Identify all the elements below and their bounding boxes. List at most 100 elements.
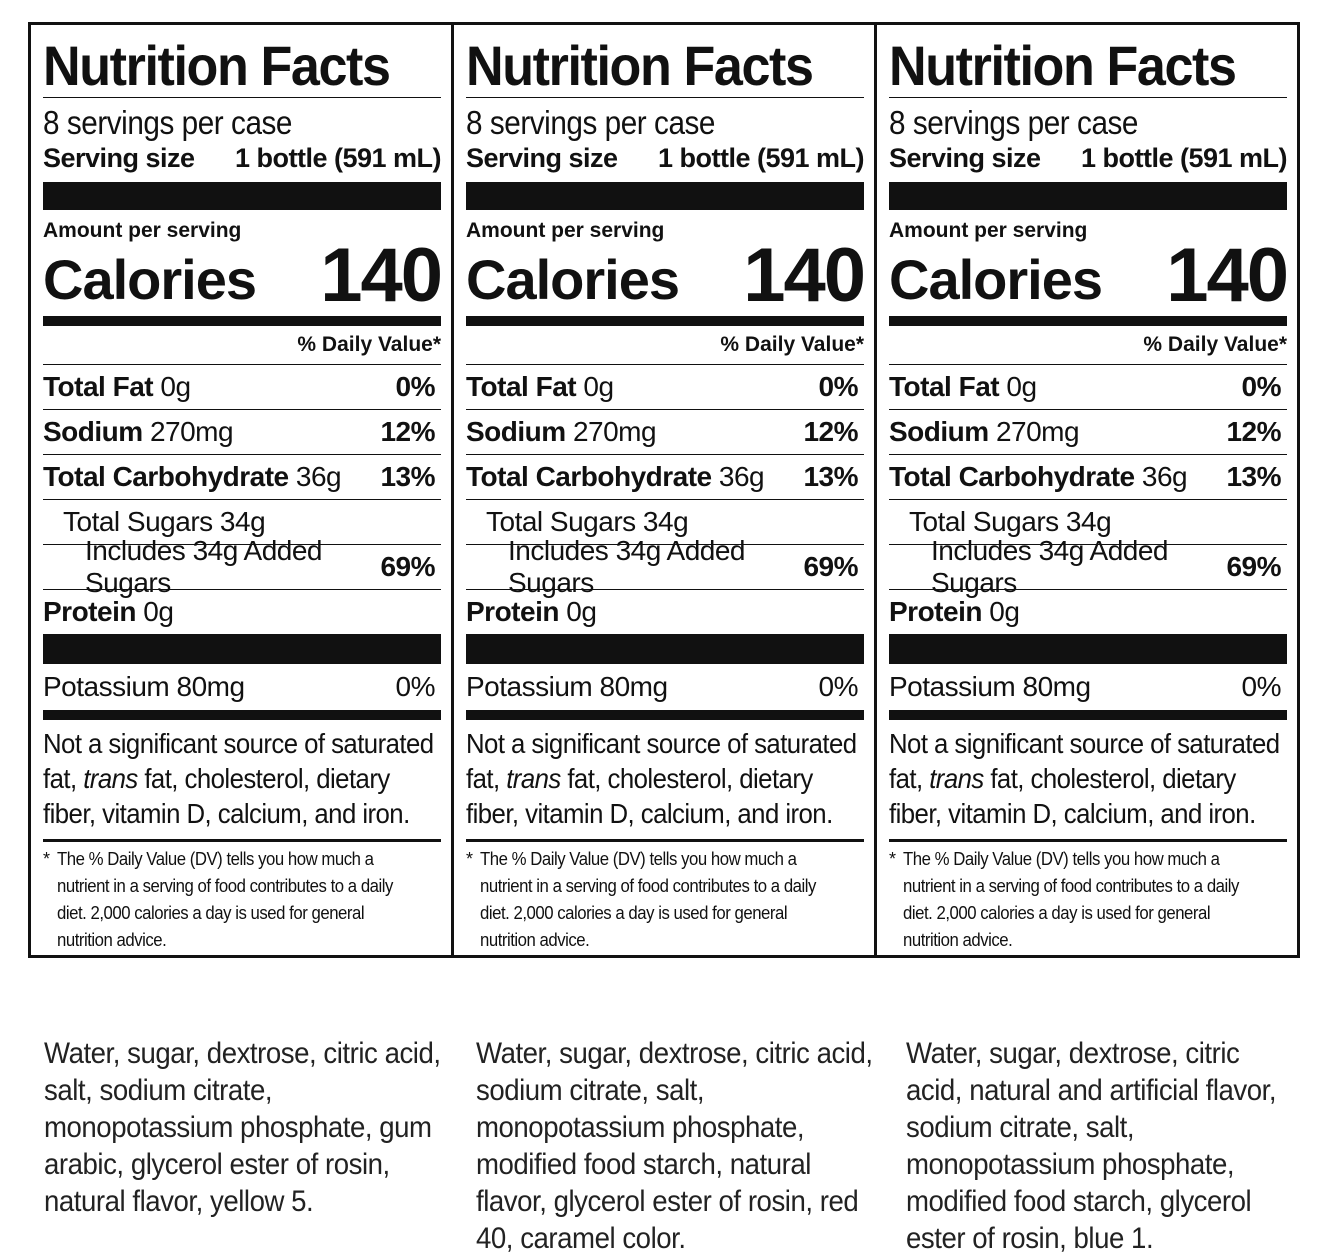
nutrient-label: Total Fat <box>889 371 1000 402</box>
footnote: * The % Daily Value (DV) tells you how m… <box>43 839 441 954</box>
nutrient-dv: 12% <box>1226 416 1281 447</box>
amount-per-serving: Amount per serving <box>43 219 242 242</box>
footnote: * The % Daily Value (DV) tells you how m… <box>466 839 864 954</box>
serving-size-label: Serving size <box>889 143 1041 173</box>
nutrient-amount: 36g <box>1141 461 1188 492</box>
nutrient-amount: 270mg <box>995 416 1080 447</box>
calories-value: 140 <box>743 233 866 318</box>
calories-value: 140 <box>320 233 443 318</box>
nutrition-label-1: Nutrition Facts 8 servings per case Serv… <box>31 25 454 955</box>
medium-divider <box>43 316 441 326</box>
footnote-text: The % Daily Value (DV) tells you how muc… <box>480 849 816 950</box>
calories-row: Calories 140 <box>889 233 1289 318</box>
serving-size-label: Serving size <box>466 143 618 173</box>
nutrient-label: Includes 34g Added Sugars <box>931 535 1168 598</box>
total-fat-row: Total Fat 0g 0% <box>889 364 1287 409</box>
potassium-row: Potassium 80mg 0% <box>43 664 441 710</box>
footnote-text: The % Daily Value (DV) tells you how muc… <box>903 849 1239 950</box>
nutrient-dv: 0% <box>818 671 859 702</box>
serving-size-row: Serving size 1 bottle (591 mL) <box>466 142 865 174</box>
medium-divider <box>466 316 864 326</box>
nutrient-amount: 0g <box>989 596 1020 627</box>
calories-label: Calories <box>43 248 257 311</box>
nutrient-label: Total Carbohydrate <box>466 461 712 492</box>
nutrient-amount: 36g <box>295 461 342 492</box>
medium-divider <box>889 710 1287 720</box>
nutrient-label: Potassium 80mg <box>889 671 1091 702</box>
nutrient-label: Includes 34g Added Sugars <box>508 535 745 598</box>
nutrient-label: Total Sugars 34g <box>486 506 689 537</box>
nutrient-dv: 12% <box>380 416 435 447</box>
ingredients-list-2: Water, sugar, dextrose, citric acid, sod… <box>476 1037 873 1255</box>
sodium-row: Sodium 270mg 12% <box>466 409 864 454</box>
label-title: Nutrition Facts <box>43 34 391 97</box>
calories-value: 140 <box>1166 233 1289 318</box>
added-sugars-row: Includes 34g Added Sugars 69% <box>43 535 441 598</box>
nutrient-label: Potassium 80mg <box>466 671 668 702</box>
nutrient-label: Total Sugars 34g <box>63 506 266 537</box>
servings-per-container: 8 servings per case <box>466 104 715 141</box>
total-sugars-row: Total Sugars 34g <box>889 499 1287 544</box>
calories-label: Calories <box>889 248 1103 311</box>
sodium-row: Sodium 270mg 12% <box>43 409 441 454</box>
serving-size-value: 1 bottle (591 mL) <box>657 143 865 173</box>
total-sugars-row: Total Sugars 34g <box>43 499 441 544</box>
nutrient-label: Total Fat <box>43 371 154 402</box>
protein-row: Protein 0g <box>889 589 1287 634</box>
medium-divider <box>466 710 864 720</box>
total-carb-row: Total Carbohydrate 36g 13% <box>889 454 1287 499</box>
nutrient-dv: 0% <box>1241 671 1282 702</box>
nutrition-panels: Nutrition Facts 8 servings per case Serv… <box>28 22 1300 958</box>
nutrient-label: Potassium 80mg <box>43 671 245 702</box>
ingredients-list-3: Water, sugar, dextrose, citric acid, nat… <box>906 1037 1277 1255</box>
thick-divider <box>43 182 441 210</box>
potassium-row: Potassium 80mg 0% <box>466 664 864 710</box>
serving-size-row: Serving size 1 bottle (591 mL) <box>43 142 442 174</box>
thick-divider <box>889 634 1287 664</box>
nutrient-label: Total Fat <box>466 371 577 402</box>
thick-divider <box>43 634 441 664</box>
nutrient-dv: 13% <box>803 461 858 492</box>
footnote-star: * <box>466 849 473 869</box>
nutrient-amount: 0g <box>583 371 614 402</box>
protein-row: Protein 0g <box>466 589 864 634</box>
servings-per-container: 8 servings per case <box>43 104 292 141</box>
nutrient-dv: 13% <box>1226 461 1281 492</box>
nutrient-label: Protein <box>889 596 982 627</box>
daily-value-header: % Daily Value* <box>1143 333 1287 356</box>
daily-value-header: % Daily Value* <box>297 333 441 356</box>
thick-divider <box>466 634 864 664</box>
calories-label: Calories <box>466 248 680 311</box>
nutrient-label: Sodium <box>43 416 143 447</box>
nutrient-dv: 13% <box>380 461 435 492</box>
footnote-text: The % Daily Value (DV) tells you how muc… <box>57 849 393 950</box>
nutrient-label: Protein <box>466 596 559 627</box>
not-significant-note: Not a significant source of saturated fa… <box>889 728 1280 829</box>
nutrient-dv: 0% <box>818 371 859 402</box>
sodium-row: Sodium 270mg 12% <box>889 409 1287 454</box>
label-title: Nutrition Facts <box>466 34 814 97</box>
thick-divider <box>466 182 864 210</box>
nutrient-label: Includes 34g Added Sugars <box>85 535 322 598</box>
nutrient-dv: 0% <box>395 371 436 402</box>
nutrient-label: Sodium <box>466 416 566 447</box>
nutrient-dv: 12% <box>803 416 858 447</box>
nutrient-label: Total Carbohydrate <box>889 461 1135 492</box>
footnote-star: * <box>889 849 896 869</box>
servings-per-container: 8 servings per case <box>889 104 1138 141</box>
nutrient-dv: 69% <box>380 551 435 582</box>
nutrient-label: Total Carbohydrate <box>43 461 289 492</box>
ingredients-list-1: Water, sugar, dextrose, citric acid, sal… <box>44 1037 441 1218</box>
total-carb-row: Total Carbohydrate 36g 13% <box>43 454 441 499</box>
nutrient-amount: 0g <box>566 596 597 627</box>
nutrient-amount: 0g <box>1006 371 1037 402</box>
nutrition-label-2: Nutrition Facts 8 servings per case Serv… <box>454 25 877 955</box>
serving-size-row: Serving size 1 bottle (591 mL) <box>889 142 1288 174</box>
serving-size-value: 1 bottle (591 mL) <box>1080 143 1288 173</box>
nutrient-dv: 69% <box>1226 551 1281 582</box>
medium-divider <box>43 710 441 720</box>
nutrient-label: Protein <box>43 596 136 627</box>
serving-size-value: 1 bottle (591 mL) <box>234 143 442 173</box>
total-fat-row: Total Fat 0g 0% <box>466 364 864 409</box>
nutrient-amount: 270mg <box>572 416 657 447</box>
